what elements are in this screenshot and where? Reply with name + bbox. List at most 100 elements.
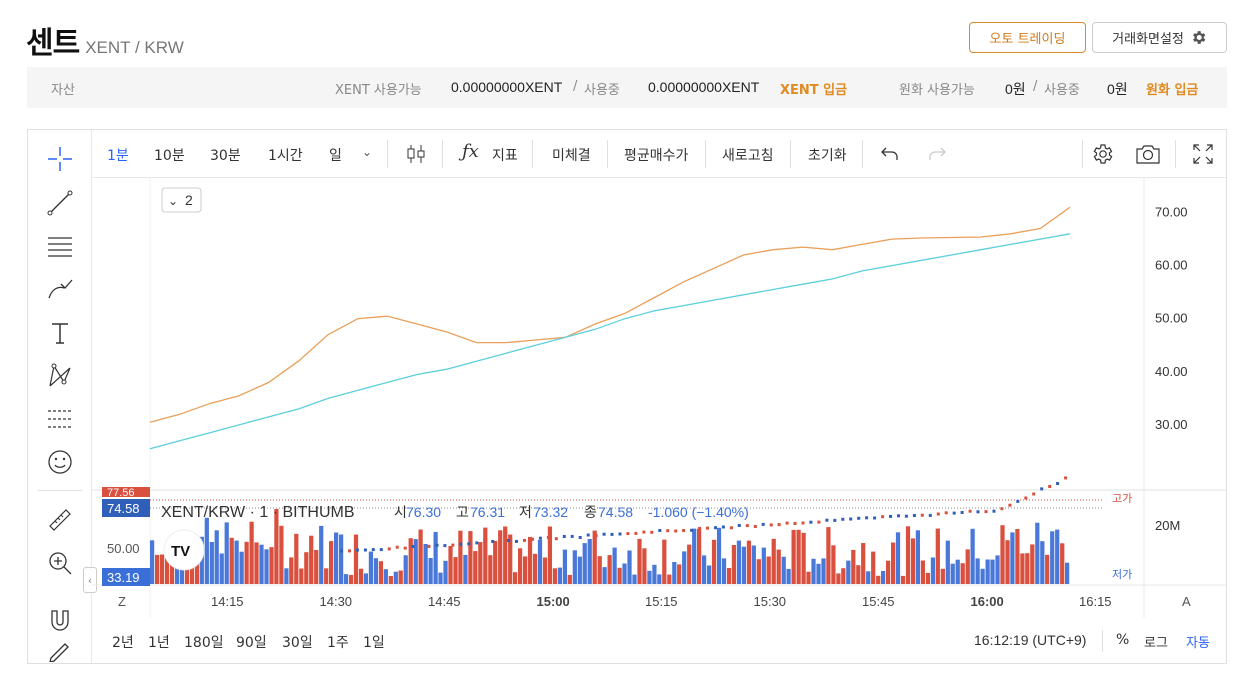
current-price-tag xyxy=(102,499,150,517)
toolbar-separator xyxy=(790,140,791,168)
current-price-tag-text: 74.58 xyxy=(107,501,140,516)
unfilled-button[interactable]: 미체결 xyxy=(552,148,591,164)
volume-bar xyxy=(791,529,796,584)
volume-bar xyxy=(687,544,692,584)
log-toggle[interactable]: 로그 xyxy=(1144,636,1168,651)
volume-bar xyxy=(353,534,359,584)
time-tick-label: 14:45 xyxy=(428,594,461,609)
range-1y[interactable]: 1년 xyxy=(148,635,170,651)
crosshair-icon[interactable] xyxy=(45,144,75,174)
range-2y[interactable]: 2년 xyxy=(112,635,134,651)
volume-bar xyxy=(925,572,931,584)
volume-bar xyxy=(304,552,309,584)
low-label: 저가 xyxy=(1112,568,1132,581)
fullscreen-icon[interactable] xyxy=(1192,143,1214,165)
tradingview-logo-icon[interactable] xyxy=(163,529,205,571)
candle xyxy=(857,516,861,520)
undo-icon[interactable] xyxy=(880,145,900,163)
collapse-toolbar-button[interactable]: ‹ xyxy=(83,567,97,593)
indicators-button[interactable]: 지표 xyxy=(492,148,518,164)
candle xyxy=(721,525,725,529)
range-180d[interactable]: 180일 xyxy=(184,635,224,651)
prediction-icon[interactable] xyxy=(45,404,75,434)
interval-1h[interactable]: 1시간 xyxy=(268,148,303,164)
interval-day[interactable]: 일 xyxy=(329,148,342,164)
volume-bar xyxy=(910,538,916,584)
emoji-icon[interactable] xyxy=(45,447,75,477)
xent-deposit-link[interactable]: XENT 입금 xyxy=(780,83,848,98)
trend-line-icon[interactable] xyxy=(45,188,75,218)
price-tick-label: 30.00 xyxy=(1155,417,1188,432)
volume-bar xyxy=(612,547,617,584)
price-chart[interactable]: ⌄ 2 70.00 60.00 50.00 40.00 30.00 14:15 14:30… xyxy=(92,178,1226,618)
range-1d[interactable]: 1일 xyxy=(363,635,385,651)
auto-scale-button[interactable]: A xyxy=(1182,594,1191,609)
candle-type-icon[interactable] xyxy=(405,143,427,165)
candle xyxy=(666,529,670,533)
chart-plot-area[interactable]: ⌄ 2 70.00 60.00 50.00 40.00 30.00 14:15 14:30… xyxy=(92,178,1226,618)
auto-toggle[interactable]: 자동 xyxy=(1186,636,1210,651)
time-tick-label: 15:45 xyxy=(862,594,895,609)
volume-bar xyxy=(274,509,279,584)
candle xyxy=(968,509,972,513)
volume-bar xyxy=(1050,531,1055,584)
redo-icon[interactable] xyxy=(927,145,947,163)
volume-bar xyxy=(229,537,234,584)
price-tick-label: 70.00 xyxy=(1155,205,1188,220)
volume-bar xyxy=(1020,553,1025,584)
magnet-icon[interactable] xyxy=(45,606,75,636)
volume-bar xyxy=(478,542,483,584)
brush-icon[interactable] xyxy=(45,275,75,305)
z-button[interactable]: Z xyxy=(118,594,126,609)
range-90d[interactable]: 90일 xyxy=(236,635,267,651)
volume-bar xyxy=(861,543,866,584)
percent-toggle[interactable]: % xyxy=(1116,632,1130,648)
reset-button[interactable]: 초기화 xyxy=(808,148,847,164)
krw-deposit-link[interactable]: 원화 입금 xyxy=(1146,83,1199,98)
candle xyxy=(570,534,574,538)
zoom-in-icon[interactable] xyxy=(45,548,75,578)
low-price-tag xyxy=(102,568,150,586)
candle xyxy=(427,544,431,548)
candle xyxy=(467,542,471,546)
time-tick-label: 16:15 xyxy=(1079,594,1112,609)
camera-icon[interactable] xyxy=(1134,142,1162,166)
screen-settings-label: 거래화면설정 xyxy=(1112,32,1184,47)
pencil-lock-icon[interactable] xyxy=(45,642,75,662)
volume-bar xyxy=(766,556,771,584)
chevron-down-icon[interactable]: ⌄ xyxy=(362,145,373,159)
volume-bar xyxy=(876,575,881,584)
interval-10m[interactable]: 10분 xyxy=(154,148,185,164)
clock-time[interactable]: 16:12:19 (UTC+9) xyxy=(974,632,1087,648)
interval-1m[interactable]: 1분 xyxy=(107,148,129,164)
volume-bar xyxy=(363,573,369,584)
krw-available-label: 원화 사용가능 xyxy=(899,83,975,98)
range-1w[interactable]: 1주 xyxy=(327,635,349,651)
auto-trading-button[interactable]: 오토 트레이딩 xyxy=(969,22,1086,53)
refresh-button[interactable]: 새로고침 xyxy=(722,148,774,164)
pattern-icon[interactable] xyxy=(45,361,75,391)
interval-30m[interactable]: 30분 xyxy=(210,148,241,164)
candle xyxy=(562,535,566,538)
chart-settings-icon[interactable] xyxy=(1090,142,1114,166)
volume-bar xyxy=(801,532,806,584)
volume-bar xyxy=(383,569,388,584)
volume-bar xyxy=(582,543,587,584)
volume-axis-tick: 20M xyxy=(1155,518,1180,533)
range-30d[interactable]: 30일 xyxy=(282,635,313,651)
fib-lines-icon[interactable] xyxy=(45,231,75,261)
text-tool-icon[interactable] xyxy=(45,318,75,348)
ruler-icon[interactable] xyxy=(45,505,75,535)
legend-collapse-button[interactable] xyxy=(161,187,202,213)
candle xyxy=(920,513,924,517)
toolbar-separator xyxy=(705,140,706,168)
screen-settings-button[interactable]: 거래화면설정 xyxy=(1092,22,1227,53)
volume-bar xyxy=(463,554,468,584)
volume-bar xyxy=(721,558,727,584)
volume-bar xyxy=(905,526,911,584)
volume-bar xyxy=(398,570,403,584)
avg-buy-price-button[interactable]: 평균매수가 xyxy=(624,148,689,164)
candle xyxy=(1008,503,1012,507)
volume-bar xyxy=(955,559,960,584)
function-icon[interactable]: ƒx xyxy=(462,141,479,162)
